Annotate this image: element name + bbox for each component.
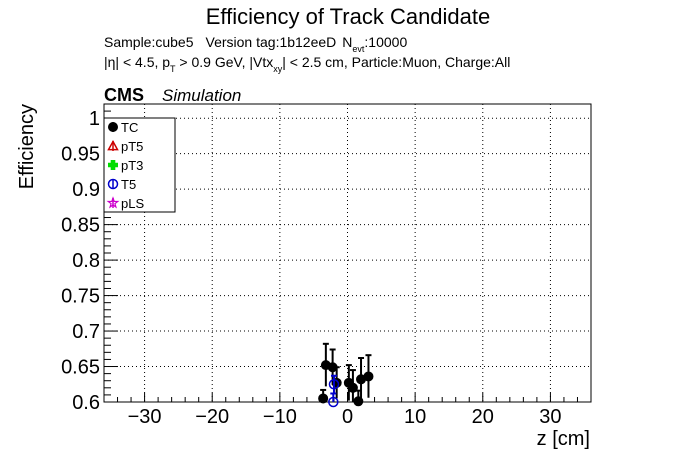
plot-frame <box>103 103 592 403</box>
data-point <box>318 393 329 404</box>
cms-label: CMS <box>104 85 144 105</box>
legend-marker <box>108 160 118 170</box>
info-nevt-sub: evt <box>352 44 365 54</box>
x-tick-label: 0 <box>342 406 353 428</box>
chart-title: Efficiency of Track Candidate <box>206 4 491 29</box>
y-tick-label: 0.9 <box>72 179 100 201</box>
info-version: Version tag:1b12eeD <box>206 34 337 50</box>
legend-entry-pT5: pT5 <box>107 139 143 154</box>
legend-label: T5 <box>121 177 136 192</box>
info-cut-3: | < 2.5 cm, Particle:Muon, Charge:All <box>282 54 510 70</box>
x-tick-label: 20 <box>472 406 494 428</box>
series-T5 <box>328 374 340 408</box>
legend-entry-TC: TC <box>108 120 138 135</box>
data-point <box>363 371 374 382</box>
legend-entry-pLS: pLS <box>106 196 144 211</box>
series-TC <box>318 342 374 407</box>
info-cut-2-sub: xy <box>273 64 283 74</box>
info-nevt-value: :10000 <box>364 34 407 50</box>
y-axis-label: Efficiency <box>16 104 38 189</box>
x-tick-label: 10 <box>404 406 426 428</box>
info-nevt-prefix: N <box>342 34 352 50</box>
data-point <box>328 396 339 408</box>
data-points <box>318 342 374 408</box>
y-tick-label: 0.65 <box>61 357 100 379</box>
y-tick-label: 0.95 <box>61 144 100 166</box>
legend-entry-pT3: pT3 <box>108 158 143 173</box>
x-tick-label: −10 <box>263 406 297 428</box>
x-tick-label: −30 <box>128 406 162 428</box>
x-axis-label: z [cm] <box>537 428 590 450</box>
legend-marker <box>107 139 119 151</box>
info-line-2: |η| < 4.5, pT > 0.9 GeV, |Vtxxy| < 2.5 c… <box>104 54 510 74</box>
axis-tick-labels: −30 −20 −10 0 10 20 30 0.6 0.65 0.7 0.75 0.8 0.85 0.9… <box>61 108 561 428</box>
x-tick-label: −20 <box>195 406 229 428</box>
legend-label: pT3 <box>121 158 143 173</box>
y-tick-label: 0.75 <box>61 286 100 308</box>
data-point <box>328 379 340 390</box>
legend-label: pT5 <box>121 139 143 154</box>
legend-marker <box>106 196 120 209</box>
x-tick-label: 30 <box>539 406 561 428</box>
info-cut-1-sub: T <box>170 64 176 74</box>
simulation-label: Simulation <box>162 86 241 105</box>
grid <box>104 104 591 403</box>
legend: TC pT5 pT3 T5 pLS <box>103 117 176 213</box>
y-tick-label: 0.7 <box>72 321 100 343</box>
legend-label: TC <box>121 120 138 135</box>
info-sample: Sample:cube5 <box>104 34 194 50</box>
legend-marker <box>108 122 118 132</box>
info-cut-1: |η| < 4.5, p <box>104 54 170 70</box>
info-cut-2: > 0.9 GeV, |Vtx <box>176 54 274 70</box>
y-tick-label: 0.85 <box>61 215 100 237</box>
y-tick-label: 1 <box>89 108 100 130</box>
legend-marker <box>107 178 119 190</box>
data-point <box>347 382 358 393</box>
legend-entry-T5: T5 <box>107 177 136 192</box>
legend-label: pLS <box>121 196 144 211</box>
y-tick-label: 0.6 <box>72 392 100 414</box>
y-tick-label: 0.8 <box>72 250 100 272</box>
info-line-1: Sample:cube5 Version tag:1b12eeD Nevt:1000… <box>104 34 407 54</box>
